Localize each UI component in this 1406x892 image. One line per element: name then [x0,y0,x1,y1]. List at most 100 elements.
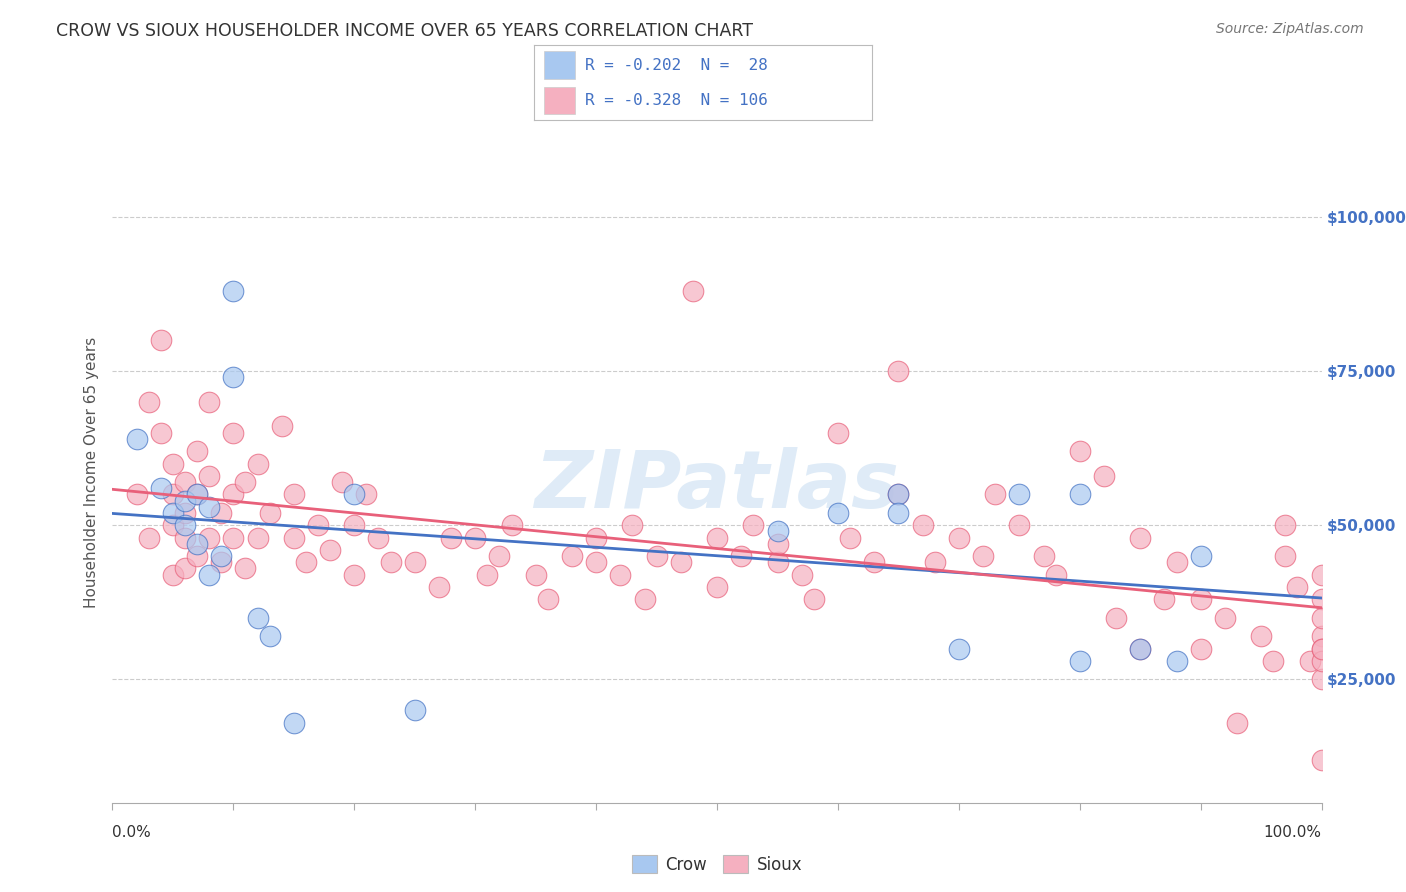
Point [186,549,208,563]
Point [585,531,607,545]
Point [209,549,232,563]
Point [174,561,197,575]
Point [1226,715,1249,730]
Point [1129,641,1152,656]
Point [125,487,148,501]
Point [561,549,583,563]
Point [464,531,486,545]
Point [367,531,389,545]
Point [283,531,305,545]
Point [645,549,668,563]
Point [259,629,281,643]
Point [633,592,655,607]
Point [307,518,329,533]
Point [222,531,245,545]
Point [1166,555,1188,569]
Point [162,567,184,582]
Point [948,531,970,545]
Point [742,518,765,533]
Point [827,506,849,520]
Point [1310,641,1333,656]
Point [1129,641,1152,656]
Point [186,537,208,551]
Point [911,518,934,533]
Text: R = -0.202  N =  28: R = -0.202 N = 28 [585,58,768,72]
Point [887,506,910,520]
Point [766,537,789,551]
Point [283,715,305,730]
Point [863,555,886,569]
Point [1213,611,1236,625]
Point [790,567,813,582]
Text: CROW VS SIOUX HOUSEHOLDER INCOME OVER 65 YEARS CORRELATION CHART: CROW VS SIOUX HOUSEHOLDER INCOME OVER 65… [56,22,754,40]
Point [186,444,208,458]
Point [887,487,910,501]
Point [730,549,752,563]
Point [174,493,197,508]
Point [1310,629,1333,643]
Point [839,531,862,545]
Point [1008,518,1031,533]
Point [343,487,366,501]
Bar [544,87,575,114]
Point [766,555,789,569]
Point [1274,518,1296,533]
Point [1166,654,1188,668]
Point [887,487,910,501]
Point [343,518,366,533]
Point [1008,487,1031,501]
Point [209,555,232,569]
Point [235,561,257,575]
Point [222,425,245,440]
Point [259,506,281,520]
Point [1286,580,1309,594]
Point [330,475,353,489]
Point [1310,567,1333,582]
Point [827,425,849,440]
Point [1310,641,1333,656]
Point [198,531,221,545]
Point [343,567,366,582]
Point [1310,611,1333,625]
Point [380,555,402,569]
Point [1069,654,1091,668]
Point [186,487,208,501]
Point [283,487,305,501]
Point [1274,549,1296,563]
Point [246,611,269,625]
Point [609,567,631,582]
Point [319,542,342,557]
Point [149,481,172,495]
Point [174,518,197,533]
Point [984,487,1007,501]
Point [125,432,148,446]
Point [222,487,245,501]
Point [138,531,160,545]
Point [477,567,499,582]
Point [138,394,160,409]
Point [948,641,970,656]
Text: 100.0%: 100.0% [1264,825,1322,840]
Point [209,506,232,520]
Point [149,425,172,440]
Point [356,487,378,501]
Point [1069,487,1091,501]
Point [1045,567,1067,582]
Point [803,592,825,607]
Point [682,284,704,298]
Point [198,394,221,409]
Point [1153,592,1175,607]
Text: ZIPatlas: ZIPatlas [534,447,900,525]
Point [1129,531,1152,545]
Point [1310,673,1333,687]
Point [198,567,221,582]
Point [488,549,510,563]
Point [706,580,728,594]
Point [186,487,208,501]
Point [585,555,607,569]
Point [174,475,197,489]
Bar [544,52,575,78]
Point [162,487,184,501]
Point [537,592,560,607]
Point [706,531,728,545]
